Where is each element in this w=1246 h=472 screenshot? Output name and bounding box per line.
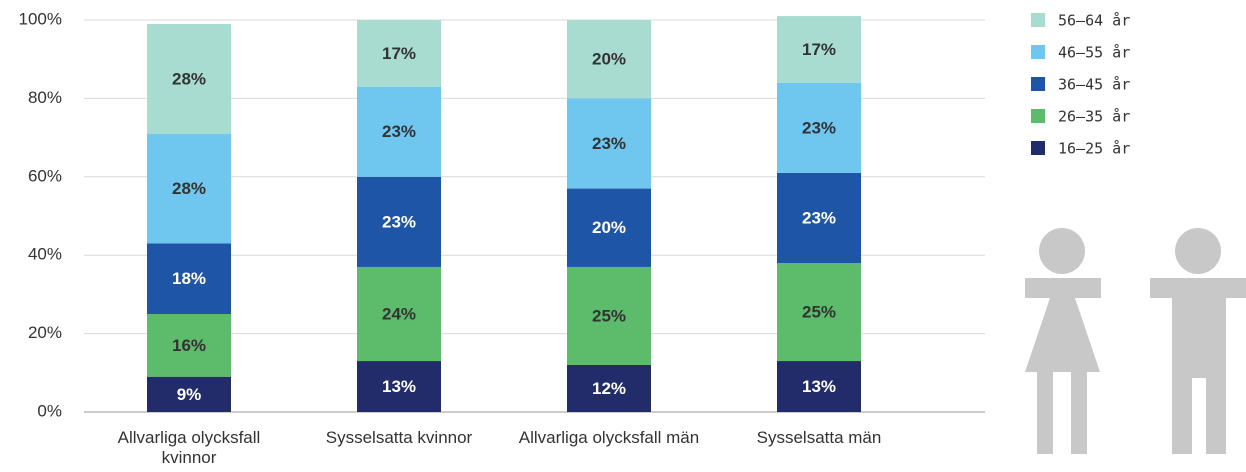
y-tick-label: 60% — [28, 166, 62, 185]
data-label: 25% — [592, 306, 626, 325]
bar-segment — [147, 314, 231, 377]
bar-segment — [777, 82, 861, 173]
bar-segment — [357, 266, 441, 362]
data-label: 23% — [382, 212, 416, 231]
bar-segment — [357, 176, 441, 267]
bar-segment — [777, 172, 861, 264]
bar-segment — [147, 376, 231, 412]
data-label: 23% — [802, 118, 836, 137]
legend-swatch — [1031, 109, 1045, 123]
legend-swatch — [1031, 77, 1045, 91]
data-label: 23% — [592, 134, 626, 153]
bar-segment — [567, 364, 651, 412]
data-label: 18% — [172, 269, 206, 288]
legend-label: 56–64 år — [1058, 12, 1130, 30]
bar-segment — [357, 361, 441, 412]
data-label: 16% — [172, 336, 206, 355]
bar-segment — [567, 20, 651, 99]
data-label: 25% — [802, 303, 836, 322]
bar-segment — [357, 20, 441, 87]
bar-segment — [567, 188, 651, 267]
legend-swatch — [1031, 45, 1045, 59]
bar-segment — [567, 98, 651, 189]
data-label: 28% — [172, 69, 206, 88]
y-tick-label: 80% — [28, 88, 62, 107]
bar-segment — [147, 243, 231, 314]
bar-segment — [147, 133, 231, 244]
y-tick-label: 100% — [19, 9, 62, 28]
bar-segment — [147, 23, 231, 134]
data-label: 13% — [382, 377, 416, 396]
bar-segment — [777, 361, 861, 412]
data-label: 17% — [802, 40, 836, 59]
data-label: 12% — [592, 379, 626, 398]
data-label: 23% — [382, 122, 416, 141]
data-label: 28% — [172, 179, 206, 198]
bar-segment — [357, 86, 441, 177]
legend-label: 16–25 år — [1058, 140, 1130, 158]
legend-swatch — [1031, 141, 1045, 155]
legend-label: 26–35 år — [1058, 108, 1130, 126]
x-tick-label: Sysselsatta kvinnor — [325, 428, 473, 447]
data-label: 13% — [802, 377, 836, 396]
people-icon — [1025, 228, 1246, 454]
bar-segment — [777, 263, 861, 362]
x-tick-label: Allvarliga olycksfall män — [518, 428, 700, 447]
legend-label: 46–55 år — [1058, 44, 1130, 62]
legend-swatch — [1031, 13, 1045, 27]
data-label: 17% — [382, 44, 416, 63]
y-tick-label: 40% — [28, 245, 62, 264]
y-tick-label: 0% — [37, 401, 62, 420]
x-tick-label: Sysselsatta män — [756, 428, 882, 447]
data-label: 20% — [592, 50, 626, 69]
data-label: 23% — [802, 208, 836, 227]
bar-segment — [567, 266, 651, 365]
bar-segment — [777, 16, 861, 83]
data-label: 24% — [382, 304, 416, 323]
x-tick-label: Allvarliga olycksfall kvinnor — [117, 428, 261, 467]
data-label: 9% — [177, 385, 202, 404]
data-label: 20% — [592, 218, 626, 237]
y-tick-label: 20% — [28, 323, 62, 342]
legend-label: 36–45 år — [1058, 76, 1130, 94]
